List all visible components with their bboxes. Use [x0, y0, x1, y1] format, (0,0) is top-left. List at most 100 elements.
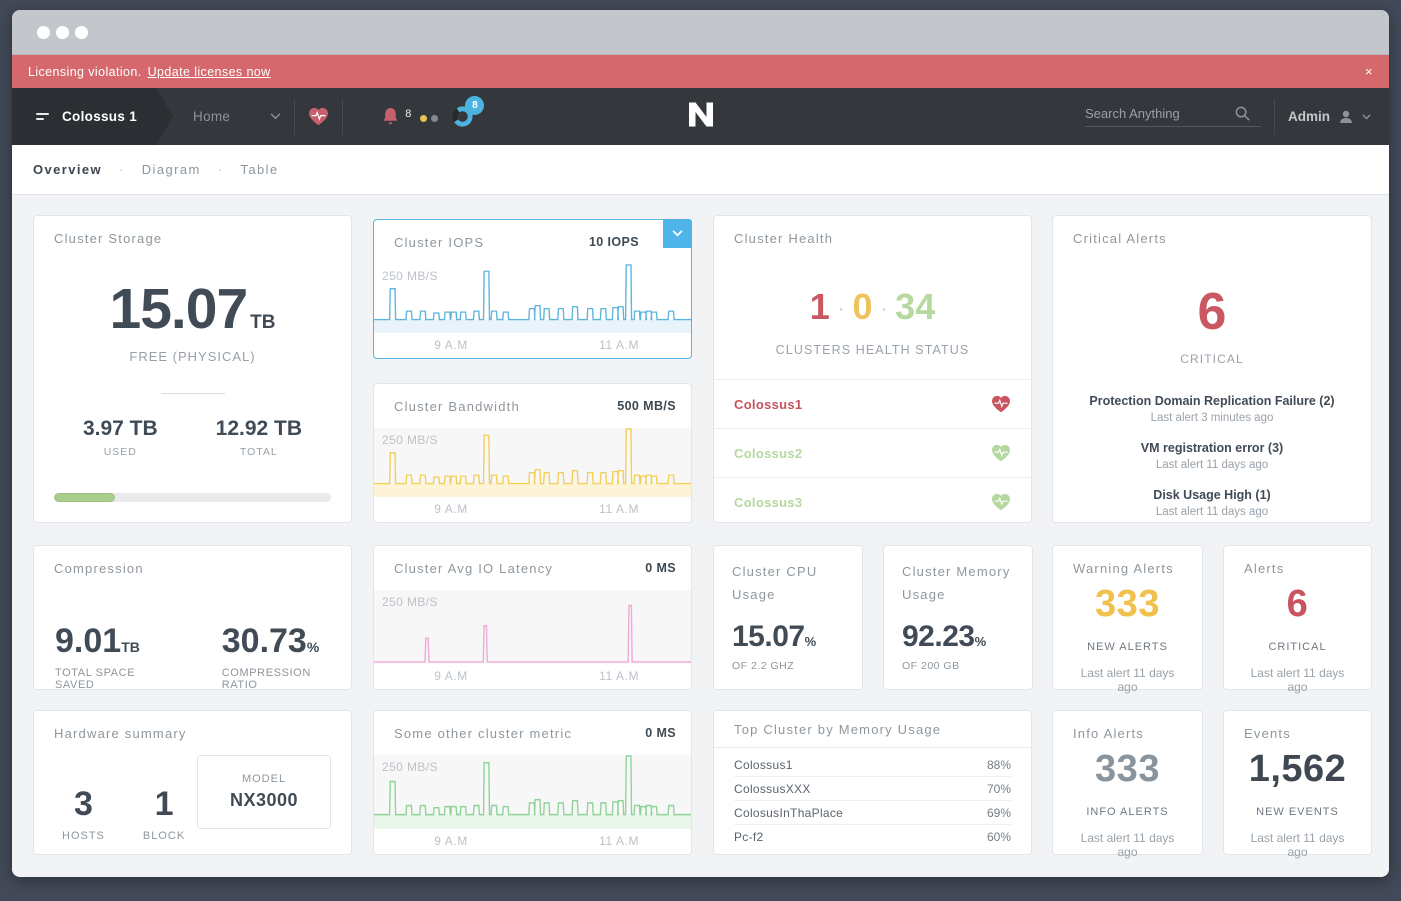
tab-table[interactable]: Table: [240, 162, 279, 177]
model-value: NX3000: [229, 790, 299, 810]
cluster-health-row[interactable]: Colossus3: [714, 477, 1031, 526]
alert-entry[interactable]: VM registration error (3) Last alert 11 d…: [1073, 441, 1351, 471]
other-cluster-metric-card[interactable]: Some other cluster metric 0 MS 250 MB/S …: [373, 710, 692, 855]
heart-pulse-icon: [992, 395, 1010, 413]
alert-entry[interactable]: Disk Usage High (1) Last alert 11 days ag…: [1073, 488, 1351, 518]
license-banner-text: Licensing violation.: [28, 64, 142, 79]
alerts-card[interactable]: Alerts 6 CRITICAL Last alert 11 days ago: [1223, 545, 1372, 694]
other-metric-current-value: 0 MS: [645, 726, 676, 740]
window-control-dot[interactable]: [56, 25, 69, 39]
card-title: Events: [1244, 726, 1291, 741]
storage-used-value: 3.97 TB: [82, 417, 158, 440]
info-alerts-caption: INFO ALERTS: [1086, 806, 1169, 818]
update-licenses-link[interactable]: Update licenses now: [147, 64, 271, 79]
events-caption: NEW EVENTS: [1256, 806, 1339, 818]
health-heart-icon[interactable]: [308, 107, 329, 126]
compression-saved-unit: TB: [121, 639, 140, 655]
cluster-iops-card[interactable]: Cluster IOPS 10 IOPS 250 MB/S 9 A.M 11 A…: [373, 219, 692, 359]
card-title: Compression: [54, 561, 144, 576]
header-divider: [294, 98, 296, 135]
health-counts: 1 · 0 · 34: [714, 286, 1031, 328]
banner-close-icon[interactable]: ×: [1365, 64, 1373, 79]
alerts-bell-button[interactable]: 8: [382, 107, 411, 126]
cpu-usage-unit: %: [804, 633, 817, 649]
user-icon: [1340, 110, 1352, 123]
status-dot-yellow-icon: [420, 115, 428, 122]
compression-ratio-label: COMPRESSION RATIO: [221, 667, 311, 691]
card-title: Hardware summary: [54, 726, 187, 741]
cluster-cpu-usage-card[interactable]: Cluster CPU Usage 15.07% OF 2.2 GHZ: [713, 545, 863, 690]
events-count: 1,562: [1248, 748, 1347, 790]
info-alerts-card[interactable]: Info Alerts 333 INFO ALERTS Last alert 1…: [1052, 710, 1203, 859]
top-cluster-memory-list: Colossus1 88% ColossusXXX 70% ColosusInThaPl…: [714, 748, 1031, 849]
other-metric-chart: [374, 755, 691, 829]
card-title: Info Alerts: [1073, 726, 1145, 741]
iops-chart: [374, 264, 691, 333]
header-divider: [342, 98, 344, 135]
search-input[interactable]: [1085, 106, 1235, 121]
blocks-label: BLOCK: [142, 830, 186, 842]
view-tabs: Overview · Diagram · Table: [12, 145, 1389, 195]
cluster-name: Colossus2: [734, 445, 803, 461]
alert-title: Disk Usage High (1): [1153, 488, 1271, 502]
chevron-down-icon: [270, 113, 281, 120]
storage-progress-fill: [54, 493, 115, 502]
latency-plot: 250 MB/S: [374, 590, 691, 664]
nav-home-dropdown[interactable]: Home: [193, 109, 281, 124]
bell-icon: [383, 108, 398, 125]
cluster-storage-card[interactable]: Cluster Storage 15.07 TB FREE (PHYSICAL) …: [33, 215, 352, 523]
top-memory-row[interactable]: ColosusInThaPlace 69%: [734, 801, 1011, 825]
y-axis-label: 250 MB/S: [382, 760, 438, 774]
x-tick: 9 A.M: [434, 834, 468, 848]
y-axis-label: 250 MB/S: [382, 269, 438, 283]
top-memory-row[interactable]: Colossus1 88%: [734, 753, 1011, 777]
window-control-dot[interactable]: [37, 25, 50, 39]
global-search[interactable]: [1085, 106, 1261, 127]
warning-alerts-card[interactable]: Warning Alerts 333 NEW ALERTS Last alert…: [1052, 545, 1203, 694]
top-cluster-memory-card[interactable]: Top Cluster by Memory Usage Colossus1 88%…: [713, 710, 1032, 855]
storage-free-value: 15.07: [109, 277, 249, 341]
x-tick: 11 A.M: [599, 834, 640, 848]
tab-diagram[interactable]: Diagram: [141, 162, 201, 177]
x-axis: 9 A.M 11 A.M: [374, 333, 691, 358]
top-memory-row[interactable]: ColossusXXX 70%: [734, 777, 1011, 801]
chart-dropdown-button[interactable]: [663, 219, 692, 248]
license-banner: Licensing violation. Update licenses now…: [12, 55, 1389, 88]
alert-title: Protection Domain Replication Failure (2…: [1089, 394, 1335, 408]
user-menu[interactable]: Admin: [1288, 109, 1371, 125]
cluster-health-card[interactable]: Cluster Health 1 · 0 · 34 CLUSTERS HEALTH ST…: [713, 215, 1032, 523]
critical-alerts-card[interactable]: Critical Alerts 6 CRITICAL Protection Do…: [1052, 215, 1372, 523]
top-memory-row[interactable]: Pc-f2 60%: [734, 825, 1011, 849]
cluster-avg-io-latency-card[interactable]: Cluster Avg IO Latency 0 MS 250 MB/S 9 A…: [373, 545, 692, 690]
alert-time: Last alert 11 days ago: [1155, 459, 1269, 471]
alerts-caption: CRITICAL: [1268, 641, 1327, 653]
x-tick: 9 A.M: [434, 338, 468, 352]
x-axis: 9 A.M 11 A.M: [374, 497, 691, 522]
cluster-health-row[interactable]: Colossus2: [714, 428, 1031, 477]
hardware-summary-card[interactable]: Hardware summary 3 HOSTS 1 BLOCK MODEL N…: [33, 710, 352, 855]
compression-saved-label: TOTAL SPACE SAVED: [55, 667, 136, 691]
tasks-spinner-button[interactable]: 8: [451, 96, 485, 128]
memory-usage-value: 92.23: [902, 619, 975, 653]
tab-overview[interactable]: Overview: [33, 162, 103, 177]
alert-entry[interactable]: Protection Domain Replication Failure (2…: [1073, 394, 1351, 424]
chevron-down-icon: [672, 230, 683, 237]
window-control-dot[interactable]: [75, 25, 88, 39]
cluster-bandwidth-card[interactable]: Cluster Bandwidth 500 MB/S 250 MB/S 9 A.…: [373, 383, 692, 523]
bandwidth-current-value: 500 MB/S: [617, 399, 676, 413]
cluster-selector[interactable]: Colossus 1: [12, 88, 173, 145]
app-header: Colossus 1 Home 8 8: [12, 88, 1389, 145]
cluster-health-row[interactable]: Colossus1: [714, 379, 1031, 428]
cluster-memory-usage-card[interactable]: Cluster Memory Usage 92.23% OF 200 GB: [883, 545, 1033, 690]
top-memory-cluster-name: ColosusInThaPlace: [734, 805, 844, 820]
card-title: Cluster Avg IO Latency: [394, 560, 554, 576]
events-card[interactable]: Events 1,562 NEW EVENTS Last alert 11 da…: [1223, 710, 1372, 859]
x-tick: 9 A.M: [434, 502, 468, 516]
x-tick: 11 A.M: [599, 502, 640, 516]
health-cluster-list: Colossus1 Colossus2 Colossus3: [714, 379, 1031, 526]
storage-progress-bar: [54, 493, 331, 502]
info-alerts-time: Last alert 11 days ago: [1080, 831, 1175, 859]
memory-usage-unit: %: [974, 633, 987, 649]
cluster-name: Colossus1: [734, 396, 803, 412]
compression-card[interactable]: Compression 9.01TB TOTAL SPACE SAVED 30.…: [33, 545, 352, 691]
